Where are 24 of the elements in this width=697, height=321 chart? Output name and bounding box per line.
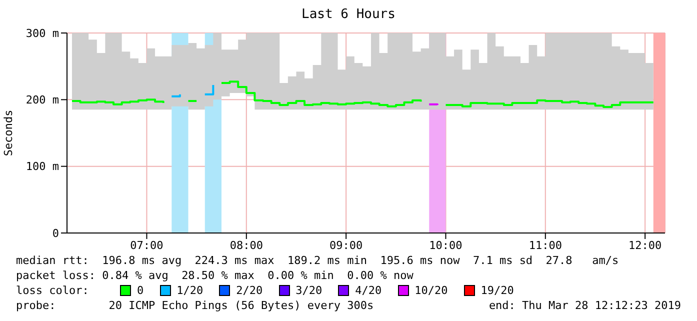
chart-title: Last 6 Hours <box>300 7 396 24</box>
x-tick-label: 09:00 <box>330 238 363 252</box>
legend-label: 0 <box>136 283 144 298</box>
y-tick-label: 100 m <box>26 160 60 174</box>
x-tick-label: 07:00 <box>130 238 164 252</box>
legend-label: 3/20 <box>294 283 322 298</box>
legend-label: 19/20 <box>480 283 514 298</box>
text: probe: 20 ICMP Echo Pings (56 Bytes) every 300s <box>16 298 374 313</box>
text: packet loss: 0.84 % avg 28.50 % max 0.00 % min 0.00 % now <box>16 268 414 283</box>
legend-label: 2/20 <box>235 283 263 298</box>
legend-label: 4/20 <box>354 283 382 298</box>
text: end: Thu Mar 28 12:12:23 2019 <box>488 298 681 313</box>
text: median rtt: 196.8 ms avg 224.3 ms max 189.2 ms min 195.6 ms now 7.1 ms sd 27.8 am/s <box>16 253 620 268</box>
legend-label: 1/20 <box>176 283 204 298</box>
x-tick-label: 11:00 <box>528 238 562 252</box>
x-tick-label: 12:00 <box>628 238 662 252</box>
x-tick-label: 10:00 <box>429 238 462 252</box>
x-tick-label: 08:00 <box>230 238 263 252</box>
y-tick-label: 200 m <box>26 94 60 107</box>
legend-label: 10/20 <box>414 283 448 298</box>
legend-title: loss color: <box>16 283 90 298</box>
y-axis-title: Seconds <box>2 110 15 156</box>
y-tick-label: 300 m <box>26 26 60 40</box>
y-tick-label: 0 <box>52 226 59 240</box>
